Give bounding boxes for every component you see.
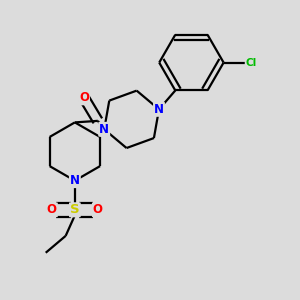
- Text: Cl: Cl: [246, 58, 257, 68]
- Text: N: N: [154, 103, 164, 116]
- Text: O: O: [93, 203, 103, 216]
- Text: O: O: [79, 92, 89, 104]
- Text: N: N: [70, 174, 80, 187]
- Text: S: S: [70, 203, 80, 216]
- Text: N: N: [99, 123, 109, 136]
- Text: O: O: [47, 203, 57, 216]
